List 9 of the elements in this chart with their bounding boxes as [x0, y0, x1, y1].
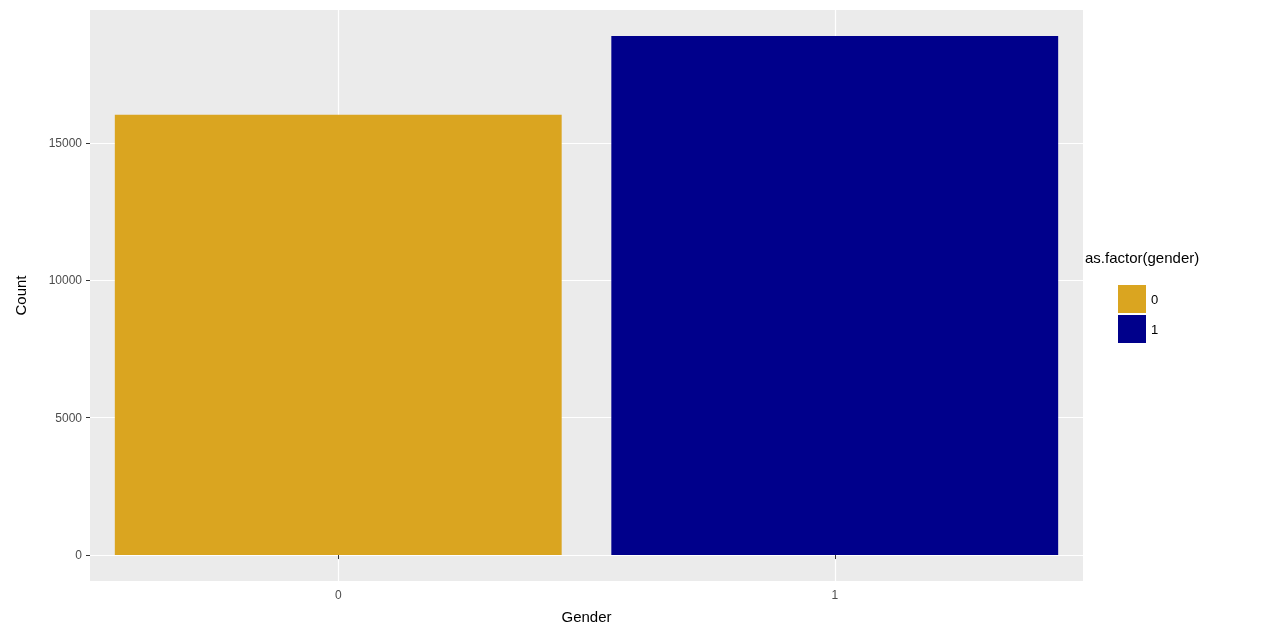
y-axis-title: Count	[12, 274, 29, 316]
y-tick-label: 15000	[48, 135, 83, 150]
legend-label: 0	[1151, 291, 1159, 307]
x-axis-title: Gender	[561, 608, 612, 625]
y-tick-label: 5000	[55, 410, 83, 425]
y-tick-label: 10000	[48, 273, 83, 288]
legend-title: as.factor(gender)	[1085, 249, 1200, 266]
legend-label: 1	[1151, 321, 1159, 337]
y-tick-label: 0	[75, 548, 83, 563]
